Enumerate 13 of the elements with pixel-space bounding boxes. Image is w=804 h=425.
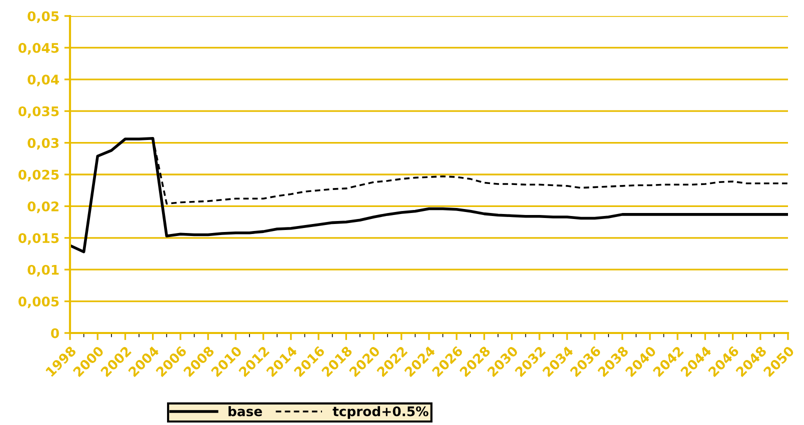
y-tick-label: 0,005 [18, 296, 59, 308]
y-tick-label: 0,03 [28, 138, 59, 150]
y-tick-label: 0,05 [28, 11, 59, 23]
y-tick-label: 0,01 [28, 264, 59, 276]
legend-label: tcprod+0.5% [332, 406, 428, 419]
y-tick-label: 0 [51, 328, 59, 338]
y-tick-label: 0,015 [18, 233, 59, 245]
y-tick-label: 0,045 [18, 42, 59, 55]
legend-label: base [228, 406, 262, 416]
y-tick-label: 0,04 [28, 74, 59, 86]
y-tick-label: 0,02 [28, 201, 58, 214]
y-tick-label: 0,035 [18, 106, 59, 118]
y-tick-label: 0,025 [18, 170, 59, 182]
